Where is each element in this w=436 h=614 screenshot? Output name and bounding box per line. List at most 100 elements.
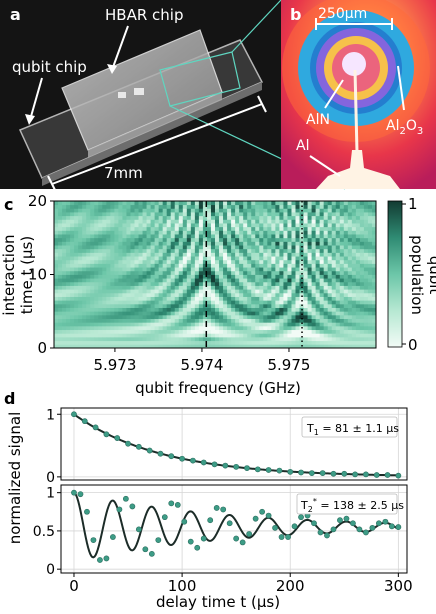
- heatmap-cell: [291, 230, 296, 235]
- heatmap-cell: [259, 256, 264, 261]
- heatmap-cell: [335, 329, 341, 334]
- heatmap-cell: [122, 307, 127, 312]
- heatmap-cell: [110, 300, 115, 305]
- heatmap-cell: [138, 248, 143, 253]
- heatmap-cell: [182, 289, 188, 294]
- heatmap-cell: [54, 300, 59, 305]
- heatmap-cell: [182, 208, 188, 213]
- heatmap-cell: [58, 322, 63, 327]
- heatmap-cell: [198, 201, 204, 206]
- heatmap-cell: [323, 333, 329, 338]
- heatmap-cell: [174, 215, 180, 220]
- heatmap-cell: [323, 329, 329, 334]
- heatmap-cell: [86, 267, 91, 272]
- heatmap-cell: [118, 300, 123, 305]
- heatmap-cell: [251, 307, 256, 312]
- heatmap-cell: [170, 252, 176, 257]
- heatmap-cell: [223, 285, 228, 290]
- heatmap-cell: [158, 344, 164, 348]
- heatmap-cell: [58, 296, 63, 301]
- heatmap-cell: [339, 223, 345, 228]
- heatmap-cell: [150, 274, 156, 279]
- heatmap-cell: [227, 230, 232, 235]
- heatmap-cell: [142, 300, 147, 305]
- data-point: [363, 529, 369, 536]
- heatmap-cell: [182, 303, 188, 308]
- heatmap-cell: [371, 219, 376, 224]
- heatmap-cell: [106, 296, 111, 301]
- heatmap-cell: [219, 318, 224, 323]
- heatmap-cell: [267, 303, 272, 308]
- heatmap-cell: [66, 329, 71, 334]
- heatmap-cell: [194, 245, 200, 250]
- heatmap-cell: [170, 226, 176, 231]
- heatmap-cell: [78, 296, 83, 301]
- heatmap-cell: [106, 201, 111, 206]
- heatmap-cell: [239, 336, 244, 342]
- heatmap-cell: [66, 285, 71, 290]
- heatmap-cell: [206, 234, 212, 239]
- heatmap-cell: [78, 248, 83, 253]
- heatmap-cell: [182, 322, 188, 327]
- heatmap-cell: [86, 281, 91, 286]
- heatmap-cell: [142, 303, 147, 308]
- heatmap-cell: [239, 215, 244, 220]
- heatmap-cell: [251, 267, 256, 272]
- heatmap-cell: [194, 322, 200, 327]
- heatmap-cell: [202, 201, 208, 206]
- heatmap-cell: [275, 234, 280, 239]
- heatmap-cell: [267, 215, 272, 220]
- heatmap-cell: [102, 325, 107, 331]
- heatmap-cell: [247, 281, 252, 286]
- heatmap-cell: [339, 314, 345, 320]
- heatmap-cell: [219, 208, 224, 213]
- heatmap-cell: [58, 344, 63, 348]
- heatmap-cell: [363, 208, 369, 213]
- heatmap-cell: [98, 322, 103, 327]
- heatmap-cell: [130, 296, 135, 301]
- heatmap-cell: [331, 289, 337, 294]
- heatmap-cell: [335, 325, 341, 331]
- heatmap-cell: [231, 267, 236, 272]
- heatmap-cell: [335, 219, 341, 224]
- heatmap-cell: [142, 226, 147, 231]
- heatmap-cell: [231, 259, 236, 264]
- heatmap-cell: [202, 322, 208, 327]
- heatmap-cell: [122, 333, 127, 338]
- heatmap-cell: [202, 223, 208, 228]
- heatmap-cell: [263, 311, 268, 316]
- heatmap-cell: [126, 311, 131, 316]
- heatmap-cell: [315, 281, 321, 286]
- heatmap-cell: [319, 252, 325, 257]
- heatmap-cell: [86, 230, 91, 235]
- heatmap-cell: [343, 241, 349, 246]
- heatmap-cell: [186, 245, 192, 250]
- heatmap-cell: [134, 230, 139, 235]
- heatmap-cell: [158, 267, 164, 272]
- data-point: [110, 534, 116, 540]
- heatmap-cell: [58, 311, 63, 316]
- heatmap-cell: [283, 245, 288, 250]
- heatmap-cell: [158, 325, 164, 331]
- heatmap-cell: [351, 237, 357, 242]
- heatmap-cell: [275, 219, 280, 224]
- heatmap-cell: [327, 252, 333, 257]
- data-point: [233, 463, 240, 470]
- data-point: [122, 495, 129, 502]
- heatmap-cell: [178, 325, 184, 331]
- heatmap-cell: [299, 230, 304, 235]
- heatmap-cell: [339, 204, 345, 209]
- heatmap-cell: [78, 303, 83, 308]
- heatmap-cell: [78, 237, 83, 242]
- heatmap-cell: [223, 329, 228, 334]
- heatmap-cell: [170, 336, 176, 342]
- heatmap-cell: [239, 278, 244, 283]
- heatmap-cell: [162, 212, 168, 217]
- heatmap-cell: [319, 296, 325, 301]
- heatmap-cell: [190, 314, 196, 320]
- heatmap-cell: [267, 230, 272, 235]
- heatmap-cell: [251, 230, 256, 235]
- heatmap-cell: [331, 329, 337, 334]
- heatmap-cell: [279, 329, 284, 334]
- heatmap-cell: [279, 274, 284, 279]
